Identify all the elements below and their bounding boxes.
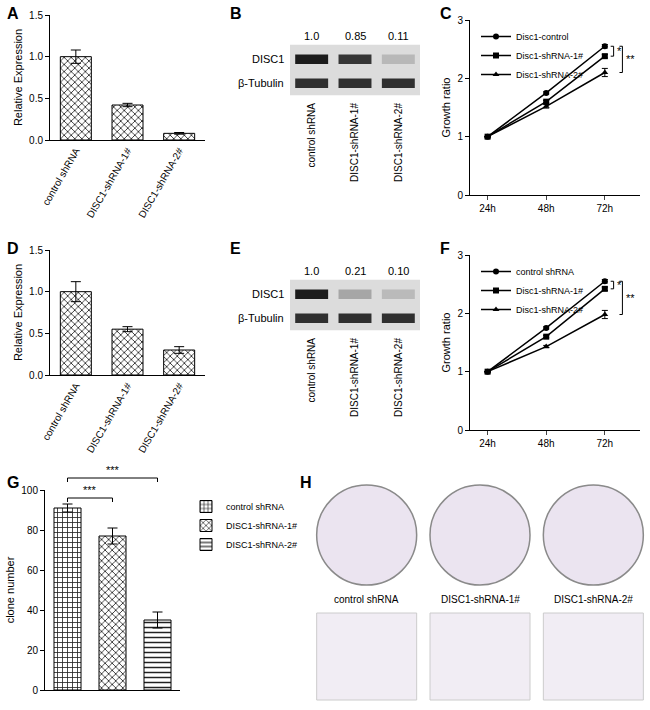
svg-text:0: 0	[457, 190, 463, 201]
svg-text:control shRNA: control shRNA	[306, 103, 317, 168]
svg-text:A: A	[7, 5, 19, 22]
svg-text:Growth ratio: Growth ratio	[440, 78, 452, 138]
svg-text:control shRNA: control shRNA	[40, 146, 82, 208]
svg-text:0.85: 0.85	[345, 30, 366, 42]
svg-text:40: 40	[27, 605, 39, 616]
svg-text:*: *	[617, 279, 622, 291]
svg-text:control shRNA: control shRNA	[226, 502, 284, 512]
svg-text:DISC1-shRNA-2#: DISC1-shRNA-2#	[393, 338, 404, 417]
svg-text:0: 0	[457, 425, 463, 436]
svg-text:0.21: 0.21	[345, 265, 366, 277]
svg-text:B: B	[230, 5, 242, 22]
svg-text:C: C	[440, 5, 452, 22]
svg-text:DISC1-shRNA-1#: DISC1-shRNA-1#	[85, 381, 134, 455]
svg-text:1.0: 1.0	[29, 51, 43, 62]
svg-text:*: *	[617, 45, 622, 57]
svg-text:control shRNA: control shRNA	[40, 381, 82, 443]
svg-text:20: 20	[27, 645, 39, 656]
svg-text:24h: 24h	[479, 203, 496, 214]
svg-text:DISC1-shRNA-2#: DISC1-shRNA-2#	[136, 146, 185, 220]
svg-text:control shRNA: control shRNA	[306, 338, 317, 403]
svg-text:E: E	[230, 240, 241, 257]
svg-text:100: 100	[21, 485, 38, 496]
svg-text:G: G	[7, 474, 19, 491]
svg-text:48h: 48h	[538, 438, 555, 449]
svg-text:DISC1-shRNA-1#: DISC1-shRNA-1#	[85, 146, 134, 220]
svg-text:3: 3	[457, 15, 463, 26]
svg-text:1.0: 1.0	[304, 265, 319, 277]
svg-text:0.0: 0.0	[29, 370, 43, 381]
svg-text:β-Tubulin: β-Tubulin	[238, 77, 284, 89]
svg-text:Disc1-control: Disc1-control	[516, 32, 569, 42]
svg-text:0.11: 0.11	[388, 30, 409, 42]
svg-text:H: H	[300, 474, 312, 491]
svg-text:72h: 72h	[596, 203, 613, 214]
svg-text:DISC1-shRNA-2#: DISC1-shRNA-2#	[554, 594, 633, 605]
svg-text:0.5: 0.5	[29, 93, 43, 104]
svg-text:Disc1-shRNA-1#: Disc1-shRNA-1#	[516, 51, 583, 61]
svg-text:DISC1-shRNA-1#: DISC1-shRNA-1#	[349, 338, 360, 417]
svg-text:DISC1: DISC1	[252, 288, 284, 300]
svg-text:0.10: 0.10	[388, 265, 409, 277]
svg-text:***: ***	[83, 484, 97, 496]
svg-text:48h: 48h	[538, 203, 555, 214]
svg-text:Disc1-shRNA-2#: Disc1-shRNA-2#	[516, 70, 583, 80]
svg-text:Growth ratio: Growth ratio	[440, 313, 452, 373]
svg-text:Relative Expression: Relative Expression	[12, 29, 24, 126]
svg-text:1: 1	[457, 366, 463, 377]
svg-text:DISC1-shRNA-1#: DISC1-shRNA-1#	[349, 103, 360, 182]
svg-text:**: **	[626, 292, 635, 304]
svg-text:**: **	[626, 53, 635, 65]
svg-text:DISC1-shRNA-2#: DISC1-shRNA-2#	[136, 381, 185, 455]
svg-text:control shRNA: control shRNA	[516, 267, 574, 277]
svg-text:1.0: 1.0	[29, 286, 43, 297]
svg-text:60: 60	[27, 565, 39, 576]
svg-text:0: 0	[32, 685, 38, 696]
svg-text:2: 2	[457, 308, 463, 319]
svg-text:1.0: 1.0	[304, 30, 319, 42]
svg-text:24h: 24h	[479, 438, 496, 449]
svg-text:Disc1-shRNA-1#: Disc1-shRNA-1#	[516, 286, 583, 296]
svg-text:0.0: 0.0	[29, 135, 43, 146]
svg-text:80: 80	[27, 525, 39, 536]
svg-text:Disc1-shRNA-2#: Disc1-shRNA-2#	[516, 305, 583, 315]
svg-text:DISC1-shRNA-2#: DISC1-shRNA-2#	[393, 103, 404, 182]
svg-text:control shRNA: control shRNA	[334, 594, 399, 605]
svg-text:3: 3	[457, 250, 463, 261]
svg-text:DISC1-shRNA-1#: DISC1-shRNA-1#	[441, 594, 520, 605]
svg-text:clone number: clone number	[4, 556, 16, 623]
svg-text:1.5: 1.5	[29, 245, 43, 256]
svg-text:2: 2	[457, 73, 463, 84]
svg-text:Relative Expression: Relative Expression	[12, 264, 24, 361]
svg-text:1: 1	[457, 131, 463, 142]
svg-text:***: ***	[106, 464, 120, 476]
svg-text:1.5: 1.5	[29, 10, 43, 21]
svg-text:DISC1-shRNA-1#: DISC1-shRNA-1#	[226, 521, 297, 531]
svg-text:D: D	[7, 240, 19, 257]
svg-text:DISC1-shRNA-2#: DISC1-shRNA-2#	[226, 540, 297, 550]
svg-text:0.5: 0.5	[29, 328, 43, 339]
svg-text:DISC1: DISC1	[252, 53, 284, 65]
svg-text:β-Tubulin: β-Tubulin	[238, 312, 284, 324]
svg-text:72h: 72h	[596, 438, 613, 449]
svg-text:F: F	[440, 240, 450, 257]
